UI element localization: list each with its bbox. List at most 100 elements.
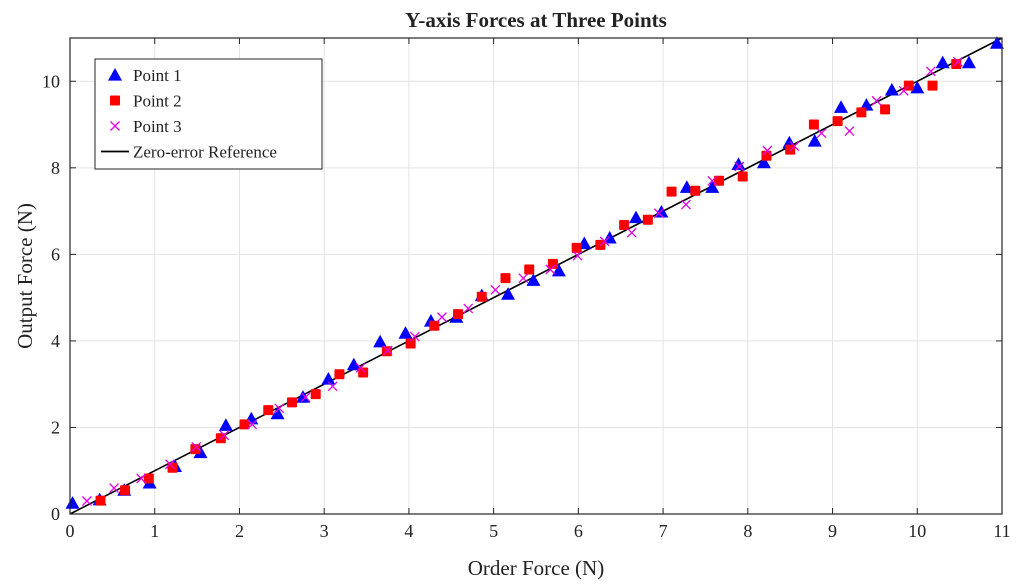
data-point-x-stroke: [898, 85, 909, 96]
data-point-x: [707, 175, 718, 186]
data-point-x-stroke: [409, 331, 420, 342]
data-point-x-stroke: [572, 250, 583, 261]
data-point-triangle: [65, 496, 80, 509]
legend-x-swatch: [110, 121, 120, 131]
legend-label: Point 1: [133, 66, 182, 85]
data-point-x-stroke: [599, 236, 610, 247]
plot-frame: [69, 37, 1003, 515]
data-point-triangle: [296, 390, 310, 403]
data-point-x-stroke: [653, 208, 664, 219]
data-point-triangle: [501, 287, 516, 300]
y-tick-label: 0: [51, 504, 60, 524]
data-point-square: [619, 219, 630, 230]
data-point-x-stroke: [191, 441, 202, 452]
data-point-triangle: [526, 273, 541, 286]
data-point-square: [856, 107, 867, 118]
data-point-x-stroke: [490, 284, 501, 295]
data-point-square: [547, 258, 558, 269]
data-point-x-stroke: [382, 345, 393, 356]
data-point-x: [789, 141, 800, 152]
x-tick-label: 8: [743, 521, 752, 541]
x-tick-label: 3: [320, 521, 329, 541]
data-point-x-stroke: [789, 141, 800, 152]
data-point-x-stroke: [762, 145, 773, 156]
x-tick-label: 5: [489, 521, 498, 541]
data-point-square: [571, 242, 582, 253]
data-point-x-stroke: [165, 459, 175, 470]
data-point-triangle: [551, 263, 566, 277]
data-point-x: [572, 250, 583, 261]
data-point-square: [167, 462, 178, 473]
data-point-square: [832, 116, 843, 127]
data-point-square: [737, 171, 748, 182]
data-point-x-stroke: [274, 403, 285, 414]
data-point-square: [358, 367, 369, 378]
data-point-x: [898, 85, 909, 96]
data-point-x: [599, 236, 610, 247]
data-point-square: [120, 485, 131, 496]
data-point-x-stroke: [136, 473, 147, 484]
data-point-x: [871, 95, 882, 106]
data-point-x: [165, 459, 175, 470]
data-point-x: [109, 483, 120, 493]
data-point-x: [762, 145, 773, 156]
data-point-x: [436, 312, 447, 323]
data-point-square: [927, 80, 938, 91]
data-point-x: [300, 392, 311, 403]
data-point-x-stroke: [844, 126, 855, 136]
data-point-x: [136, 473, 147, 484]
data-point-x: [681, 199, 691, 210]
data-point-x-stroke: [518, 273, 529, 284]
legend-label: Point 2: [133, 92, 182, 111]
data-point-x: [626, 227, 637, 238]
data-point-x-stroke: [327, 381, 338, 392]
x-tick-label: 7: [659, 521, 668, 541]
y-axis-label: Output Force (N): [13, 203, 37, 349]
data-point-x-stroke: [247, 419, 258, 430]
data-point-square: [500, 273, 511, 284]
x-tick-label: 1: [150, 521, 159, 541]
data-point-x: [191, 441, 202, 452]
data-point-x: [545, 264, 556, 275]
data-point-triangle: [398, 326, 413, 339]
axis-ticks: 0 1 2 3 4 5 6 7 8 9 10 11 0 2 4 6 8 10: [42, 38, 1011, 541]
data-point-x: [518, 273, 529, 284]
data-point-square: [190, 444, 201, 455]
data-point-x: [81, 496, 92, 506]
data-point-x: [382, 345, 393, 356]
data-point-x-stroke: [816, 128, 827, 139]
data-point-triangle: [193, 445, 208, 459]
data-point-x: [409, 331, 420, 342]
data-point-triangle: [756, 155, 771, 169]
data-point-square: [880, 104, 891, 115]
y-tick-label: 10: [42, 71, 60, 91]
data-point-square: [310, 389, 321, 400]
data-point-x-stroke: [81, 496, 92, 506]
data-point-square: [642, 214, 653, 225]
data-point-x-stroke: [952, 56, 963, 67]
data-point-triangle: [989, 36, 1004, 49]
legend-label: Zero-error Reference: [133, 143, 277, 162]
data-point-x: [734, 161, 745, 172]
data-point-x-stroke: [734, 161, 745, 172]
data-point-square: [405, 338, 416, 349]
data-point-square: [429, 320, 440, 331]
data-point-square: [95, 495, 106, 506]
data-point-square: [808, 119, 819, 130]
data-point-triangle: [218, 418, 233, 431]
data-point-x: [219, 430, 230, 441]
legend-label: Point 3: [133, 117, 182, 136]
data-point-triangle: [270, 406, 285, 420]
y-tick-label: 8: [51, 158, 60, 178]
data-point-triangle: [910, 80, 925, 94]
data-point-x-stroke: [355, 362, 366, 373]
data-point-x-stroke: [925, 66, 936, 77]
data-point-triangle: [628, 210, 643, 224]
data-point-square: [143, 473, 154, 484]
legend: Point 1 Point 2 Point 3 Zero-error Referenc…: [94, 58, 323, 170]
data-point-triangle: [346, 357, 361, 371]
data-point-square: [453, 309, 464, 320]
data-point-x: [327, 381, 338, 392]
data-point-triangle: [807, 133, 822, 147]
